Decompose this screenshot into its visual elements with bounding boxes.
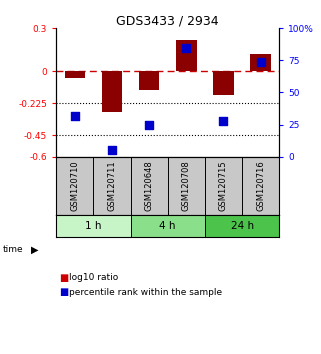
Point xyxy=(184,45,189,50)
Point xyxy=(221,118,226,124)
Point xyxy=(258,59,263,64)
Point xyxy=(109,147,115,153)
Bar xyxy=(250,54,271,71)
Text: GSM120710: GSM120710 xyxy=(70,161,79,211)
Bar xyxy=(56,215,131,237)
Text: ▶: ▶ xyxy=(30,245,38,255)
Bar xyxy=(65,71,85,78)
Text: ■: ■ xyxy=(59,287,69,297)
Point xyxy=(72,113,77,118)
Text: GSM120711: GSM120711 xyxy=(108,161,117,211)
Title: GDS3433 / 2934: GDS3433 / 2934 xyxy=(117,14,219,27)
Bar xyxy=(102,71,122,112)
Bar xyxy=(176,40,196,71)
Text: 4 h: 4 h xyxy=(160,221,176,231)
Text: GSM120708: GSM120708 xyxy=(182,160,191,211)
Text: 1 h: 1 h xyxy=(85,221,102,231)
Text: time: time xyxy=(3,245,24,254)
Bar xyxy=(213,71,234,95)
Bar xyxy=(205,215,279,237)
Bar xyxy=(131,215,205,237)
Point xyxy=(147,122,152,127)
Text: 24 h: 24 h xyxy=(230,221,254,231)
Text: GSM120648: GSM120648 xyxy=(145,160,154,211)
Text: percentile rank within the sample: percentile rank within the sample xyxy=(69,287,222,297)
Text: GSM120716: GSM120716 xyxy=(256,160,265,211)
Bar xyxy=(139,71,159,90)
Text: GSM120715: GSM120715 xyxy=(219,161,228,211)
Text: log10 ratio: log10 ratio xyxy=(69,273,118,282)
Text: ■: ■ xyxy=(59,273,69,283)
